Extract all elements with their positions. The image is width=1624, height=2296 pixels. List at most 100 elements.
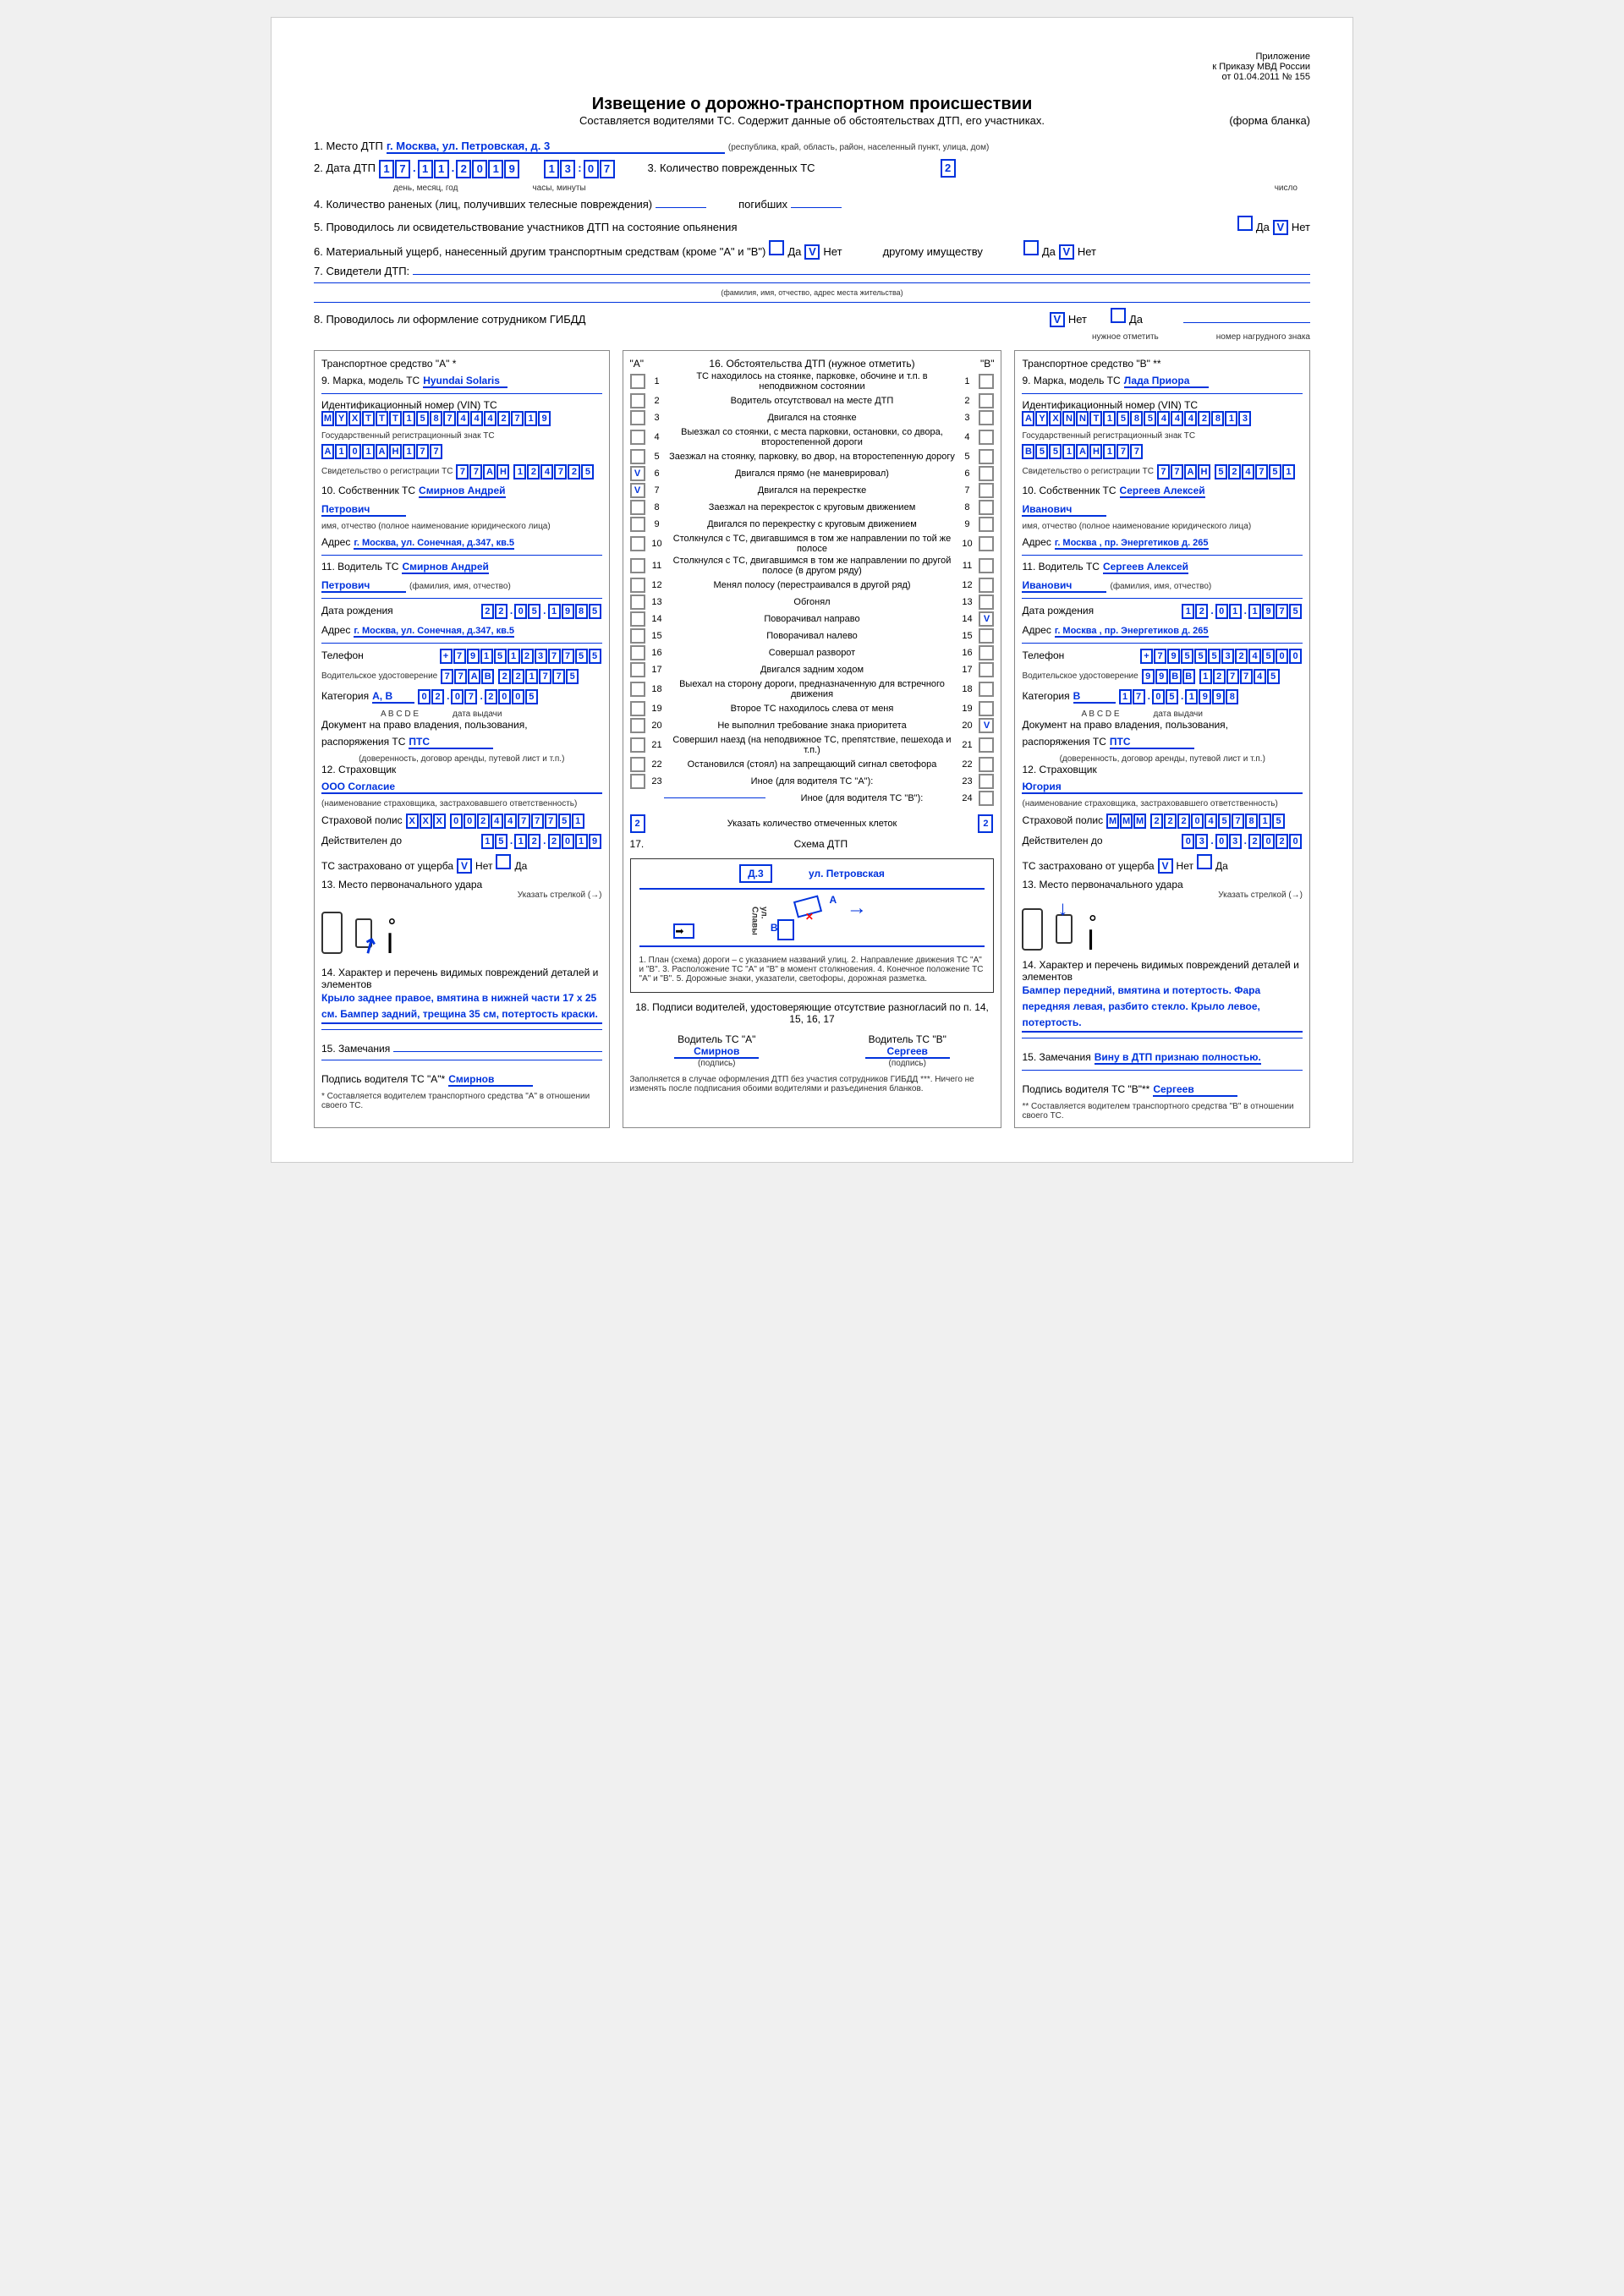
va-q11v[interactable]: Смирнов Андрей: [402, 561, 488, 574]
circ-b19-chk[interactable]: [979, 701, 994, 716]
va-reg[interactable]: А101АН177: [321, 444, 443, 459]
vb-q10v2[interactable]: Иванович: [1022, 503, 1106, 517]
circ-b9-chk[interactable]: [979, 517, 994, 532]
circ-b22-chk[interactable]: [979, 757, 994, 772]
vb-licn[interactable]: 127745: [1199, 669, 1281, 684]
circ-b2-chk[interactable]: [979, 393, 994, 408]
q5-yes-chk[interactable]: [1237, 216, 1253, 231]
vb-valid[interactable]: 03.03.2020: [1182, 834, 1303, 849]
circ-a14-chk[interactable]: [630, 611, 645, 627]
vb-q11v[interactable]: Сергеев Алексей: [1103, 561, 1188, 574]
q2-date[interactable]: 17.11.2019: [379, 160, 520, 178]
circ-b7-chk[interactable]: [979, 483, 994, 498]
va-licn[interactable]: 221775: [498, 669, 579, 684]
circ-b1-chk[interactable]: [979, 374, 994, 389]
circ-b13-chk[interactable]: [979, 595, 994, 610]
va-certn[interactable]: 124725: [513, 464, 595, 479]
va-q11v2[interactable]: Петрович: [321, 579, 406, 593]
vb-certn[interactable]: 524751: [1215, 464, 1296, 479]
va-addr2v[interactable]: г. Москва, ул. Сонечная, д.347, кв.5: [354, 626, 514, 638]
circ-b10-chk[interactable]: [979, 536, 994, 551]
vb-lics[interactable]: 99ВВ: [1142, 669, 1196, 684]
q6-yes-chk[interactable]: [769, 240, 784, 255]
vb-addrv[interactable]: г. Москва , пр. Энергетиков д. 265: [1055, 538, 1209, 550]
circ-b6-chk[interactable]: [979, 466, 994, 481]
vb-q12v[interactable]: Югория: [1022, 781, 1303, 794]
circ-a13-chk[interactable]: [630, 595, 645, 610]
va-q10v[interactable]: Смирнов Андрей: [419, 485, 505, 498]
circ-a19-chk[interactable]: [630, 701, 645, 716]
vb-q10v[interactable]: Сергеев Алексей: [1120, 485, 1205, 498]
vb-q9v[interactable]: Лада Приора: [1124, 375, 1209, 388]
vb-q14v[interactable]: Бампер передний, вмятина и потертость. Ф…: [1022, 983, 1303, 1033]
va-dob[interactable]: 22.05.1985: [481, 604, 602, 619]
circ-a4-chk[interactable]: [630, 430, 645, 445]
circ-a8-chk[interactable]: [630, 500, 645, 515]
circ-b23-chk[interactable]: [979, 774, 994, 789]
q6-yes2-chk[interactable]: [1023, 240, 1039, 255]
circ-a10-chk[interactable]: [630, 536, 645, 551]
q3-value[interactable]: 2: [941, 159, 956, 178]
va-lics[interactable]: 77АВ: [441, 669, 495, 684]
circ-a11-chk[interactable]: [630, 558, 645, 573]
circ-a23-chk[interactable]: [630, 774, 645, 789]
circ-a17-chk[interactable]: [630, 662, 645, 677]
va-poln[interactable]: 0024477751: [450, 814, 585, 829]
vb-reg[interactable]: В551АН177: [1022, 444, 1144, 459]
circ-b11-chk[interactable]: [979, 558, 994, 573]
q5-no-chk[interactable]: V: [1273, 220, 1288, 235]
vb-q15v[interactable]: Вину в ДТП признаю полностью.: [1095, 1051, 1261, 1065]
circ-b3-chk[interactable]: [979, 410, 994, 425]
circ-sigb-v[interactable]: Сергеев: [865, 1045, 950, 1059]
circ-b16-chk[interactable]: [979, 645, 994, 660]
circ-counta[interactable]: 2: [630, 814, 645, 833]
vb-insno-chk[interactable]: V: [1158, 858, 1173, 874]
circ-a1-chk[interactable]: [630, 374, 645, 389]
va-vin[interactable]: MYXTTT15874442719: [321, 411, 602, 426]
vb-pols[interactable]: МММ: [1106, 814, 1147, 829]
circ-siga-v[interactable]: Смирнов: [674, 1045, 759, 1059]
vb-catv[interactable]: В: [1073, 690, 1116, 704]
circ-a9-chk[interactable]: [630, 517, 645, 532]
vb-tel[interactable]: +79555324500: [1140, 649, 1303, 664]
va-addrv[interactable]: г. Москва, ул. Сонечная, д.347, кв.5: [354, 538, 514, 550]
vb-q11v2[interactable]: Иванович: [1022, 579, 1106, 593]
circ-a18-chk[interactable]: [630, 682, 645, 697]
circ-a7-chk[interactable]: V: [630, 483, 645, 498]
va-q12v[interactable]: ООО Согласие: [321, 781, 602, 794]
circ-b21-chk[interactable]: [979, 737, 994, 753]
vb-certs[interactable]: 77АН: [1157, 464, 1211, 479]
circ-b8-chk[interactable]: [979, 500, 994, 515]
vb-insyes-chk[interactable]: [1197, 854, 1212, 869]
vb-catd[interactable]: 17.05.1998: [1119, 689, 1240, 704]
q1-value[interactable]: г. Москва, ул. Петровская, д. 3: [387, 140, 725, 154]
circ-a20-chk[interactable]: [630, 718, 645, 733]
circ-a6-chk[interactable]: V: [630, 466, 645, 481]
vb-sigv[interactable]: Сергеев: [1153, 1083, 1237, 1097]
vb-poln[interactable]: 2220457815: [1150, 814, 1286, 829]
circ-b5-chk[interactable]: [979, 449, 994, 464]
va-q10v2[interactable]: Петрович: [321, 503, 406, 517]
circ-b20-chk[interactable]: V: [979, 718, 994, 733]
circ-a12-chk[interactable]: [630, 578, 645, 593]
va-sigv[interactable]: Смирнов: [448, 1073, 533, 1087]
vb-dob[interactable]: 12.01.1975: [1182, 604, 1303, 619]
circ-b15-chk[interactable]: [979, 628, 994, 644]
va-q14v[interactable]: Крыло заднее правое, вмятина в нижней ча…: [321, 990, 602, 1024]
circ-countb[interactable]: 2: [978, 814, 993, 833]
circ-a16-chk[interactable]: [630, 645, 645, 660]
q2-time[interactable]: 13:07: [544, 160, 615, 178]
circ-a21-chk[interactable]: [630, 737, 645, 753]
circ-a22-chk[interactable]: [630, 757, 645, 772]
circ-b12-chk[interactable]: [979, 578, 994, 593]
va-q9v[interactable]: Hyundai Solaris: [423, 375, 508, 388]
q8-no-chk[interactable]: V: [1050, 312, 1065, 327]
circ-a2-chk[interactable]: [630, 393, 645, 408]
va-insyes-chk[interactable]: [496, 854, 511, 869]
vb-docv[interactable]: ПТС: [1110, 736, 1194, 749]
q8-yes-chk[interactable]: [1111, 308, 1126, 323]
circ-b14-chk[interactable]: V: [979, 611, 994, 627]
va-pols[interactable]: ХХХ: [406, 814, 447, 829]
va-catv[interactable]: А, В: [372, 690, 414, 704]
circ-b18-chk[interactable]: [979, 682, 994, 697]
